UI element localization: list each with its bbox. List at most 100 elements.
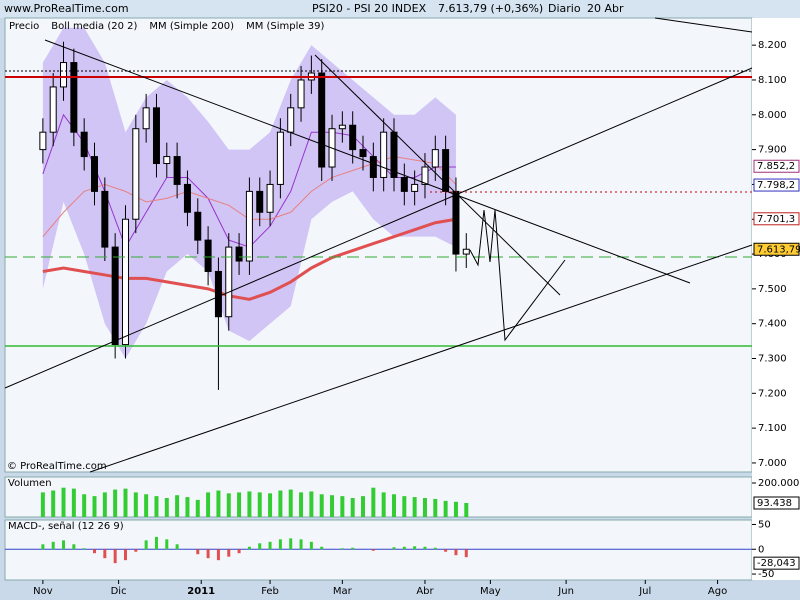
y-tick-label: 50: [758, 519, 771, 530]
candle-body: [173, 156, 181, 185]
price-tag-box: [753, 496, 800, 510]
volume-bar: [361, 496, 366, 517]
volume-bar: [82, 494, 87, 517]
candle-body: [60, 62, 68, 88]
candle-body: [349, 124, 357, 151]
volume-bar: [226, 493, 231, 517]
price-tag-box: [753, 212, 800, 226]
volume-bar: [144, 494, 149, 517]
candle-body: [452, 190, 460, 255]
macd-bar: [299, 539, 303, 550]
candle-body: [359, 149, 367, 158]
volume-bar: [102, 492, 107, 517]
candle-body: [421, 166, 429, 185]
candle-body: [80, 131, 88, 158]
volume-bar: [402, 496, 407, 517]
candle-body: [214, 270, 222, 318]
candle-body: [101, 190, 109, 248]
last-price: 7.613,79 (+0,36%): [438, 2, 543, 15]
trend-line: [314, 54, 561, 296]
macd-bar: [123, 549, 127, 561]
volume-bar: [464, 503, 469, 517]
macd-bar: [413, 546, 417, 550]
candle-body: [297, 79, 305, 109]
y-tick-label: 7.900: [758, 145, 787, 156]
legend-entry: MM (Simple 200): [149, 21, 234, 32]
macd-bar: [196, 549, 200, 555]
volume-bar: [453, 501, 458, 517]
volume-bar: [319, 494, 324, 517]
macd-bar: [268, 541, 272, 550]
price-tag-box: [753, 556, 800, 570]
trend-line: [4, 67, 753, 389]
volume-bar: [185, 497, 190, 517]
trend-line: [654, 17, 753, 33]
background-layer: [5, 27, 752, 564]
volume-bar: [381, 492, 386, 517]
volume-bar: [123, 488, 128, 517]
candle-body: [266, 183, 274, 213]
macd-bar: [206, 549, 210, 559]
y-tick-label: 8.200: [758, 40, 787, 51]
macd-bar: [103, 549, 107, 559]
volume-bar: [371, 487, 376, 517]
volume-pane: [4, 476, 753, 518]
volume-bar: [154, 496, 159, 517]
x-tick-label: Jul: [638, 586, 651, 597]
volume-bar: [340, 496, 345, 517]
trend-line: [44, 39, 691, 284]
macd-bar: [144, 540, 148, 550]
x-tick-label: Feb: [261, 586, 279, 597]
candle-body: [431, 149, 439, 168]
candle-body: [70, 62, 78, 133]
y-tick-label: 8.100: [758, 75, 787, 86]
macd-bar: [454, 549, 458, 556]
candle-body: [132, 128, 140, 220]
volume-bar: [247, 491, 252, 517]
price-tag-box: [753, 178, 800, 192]
volume-bar: [164, 498, 169, 517]
y-tick-label: 8.000: [758, 110, 787, 121]
volume-bar: [391, 494, 396, 517]
candle-body: [142, 107, 150, 130]
candle-body: [204, 239, 212, 272]
candle-body: [121, 218, 129, 346]
candle-body: [194, 211, 202, 241]
volume-bar: [216, 490, 221, 517]
macd-bar: [320, 546, 324, 550]
legend-entry: Boll media (20 2): [51, 21, 137, 32]
macd-bar: [351, 547, 355, 550]
title: PSI20 - PSI 20 INDEX: [312, 2, 427, 15]
macd-bar: [134, 549, 138, 552]
macd-bar: [392, 547, 396, 550]
candle-body: [163, 156, 171, 165]
candle-body: [111, 246, 119, 346]
site: www.ProRealTime.com: [4, 2, 129, 15]
trend-line: [89, 244, 753, 473]
volume-bar: [288, 489, 293, 517]
macd-bar: [154, 536, 158, 550]
y-tick-label: 0: [758, 544, 764, 555]
volume-bar: [278, 490, 283, 517]
legend-entry: Precio: [9, 21, 39, 32]
y-tick-label: 200.000: [758, 478, 799, 489]
macd-bar: [93, 549, 97, 554]
price-tag-box: [753, 242, 800, 256]
x-tick-label: Mar: [333, 586, 353, 597]
footer: © ProRealTime.com: [7, 461, 107, 472]
price-tag: 7.613,79: [757, 244, 800, 255]
candle-body: [49, 86, 57, 133]
macd-bar: [51, 541, 55, 550]
x-tick-label: Ago: [708, 586, 727, 597]
volume-bar: [433, 498, 438, 517]
price-tag: 7.798,2: [757, 180, 795, 191]
y-tick-label: 7.100: [758, 423, 787, 434]
pane-label: Volumen: [8, 478, 52, 489]
candle-body: [369, 156, 377, 178]
volume-bar: [443, 500, 448, 517]
x-tick-label: Dic: [111, 586, 127, 597]
x-tick-label: Nov: [33, 586, 53, 597]
macd-bar: [433, 547, 437, 550]
price-tag: 7.852,2: [757, 161, 795, 172]
macd-bar: [62, 540, 66, 550]
